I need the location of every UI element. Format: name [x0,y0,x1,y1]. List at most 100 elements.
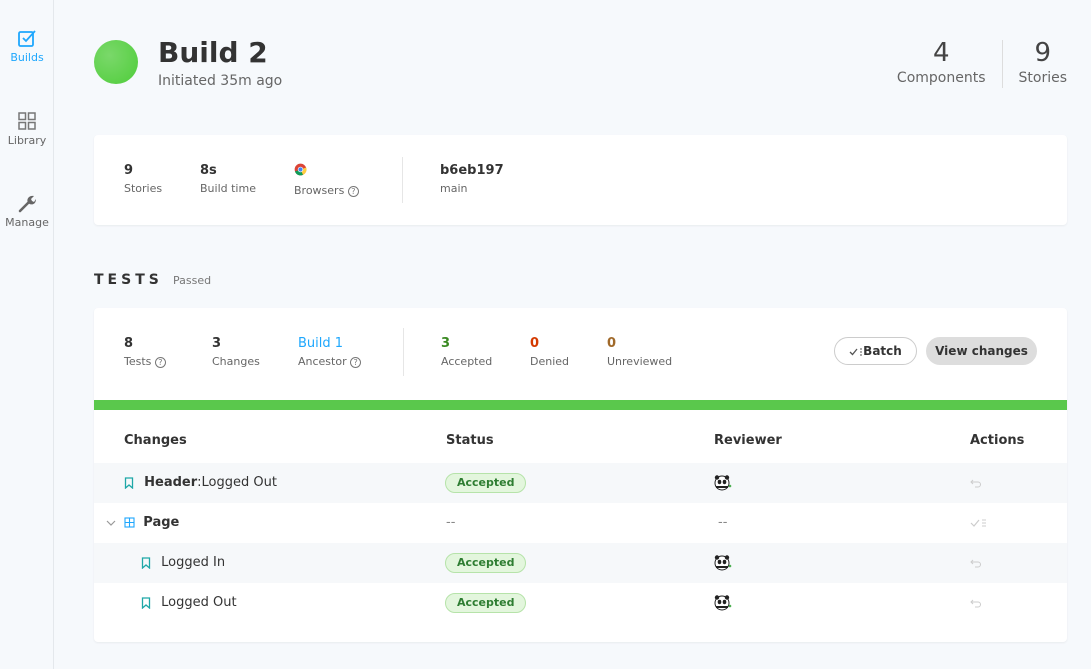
divider [403,328,404,376]
sidebar-item-label: Manage [5,216,49,229]
status-badge: Accepted [445,472,527,493]
batch-check-icon [849,347,863,356]
unreviewed-stat: 0 Unreviewed [607,336,672,368]
panda-avatar-icon [714,474,732,490]
components-stat: 4 Components [881,38,986,88]
stories-label: Stories [124,182,163,195]
sidebar-item-library[interactable]: Library [0,111,54,147]
checkbox-icon [18,30,36,47]
bookmark-icon [141,596,151,609]
batch-button[interactable]: Batch [834,337,917,365]
accepted-stat: 3 Accepted [441,336,492,368]
divider [402,157,403,203]
chrome-icon [294,163,307,176]
build-totals: 4 Components 9 Stories [881,38,1067,88]
component-icon [124,517,135,528]
panda-avatar-icon [714,594,732,610]
sidebar-item-label: Builds [10,51,44,64]
panda-avatar-icon [714,554,732,570]
undo-icon[interactable] [970,558,982,568]
stories-value: 9 [124,163,134,178]
sidebar: Builds Library Manage [0,0,54,669]
components-label: Components [896,70,986,86]
branch-name: main [440,182,468,195]
story-separator: : [197,475,202,490]
accepted-label: Accepted [441,355,493,368]
progress-fill [94,400,1067,410]
tests-title: TESTS [94,272,163,288]
components-count: 4 [932,38,950,68]
help-icon[interactable]: ? [154,357,166,368]
help-icon[interactable]: ? [347,186,359,197]
table-row[interactable]: Header:Logged Out Accepted [94,463,1067,503]
denied-label: Denied [530,355,570,368]
column-header-reviewer: Reviewer [714,433,782,448]
sidebar-item-label: Library [7,134,47,147]
changes-label: Changes [212,355,260,368]
ancestor-label: Ancestor [298,355,347,368]
commit-hash[interactable]: b6eb197 [440,163,504,178]
change-cell: Header:Logged Out [124,463,277,503]
browsers-label: Browsers [294,184,345,197]
column-header-actions: Actions [970,433,1025,448]
tests-count-stat: 8 Tests ? [124,336,166,368]
tests-value: 8 [124,336,134,351]
build-status-indicator [94,40,138,84]
reviewer-placeholder: -- [718,515,728,530]
build-time-summary: 8s Build time [200,163,256,195]
change-cell: Logged Out [141,583,237,623]
status-badge: Accepted [445,592,527,613]
accepted-value: 3 [441,336,451,351]
view-changes-button[interactable]: View changes [926,337,1037,365]
story-name: Logged In [161,555,226,570]
stories-summary: 9 Stories [124,163,162,195]
batch-check-icon[interactable] [970,518,988,528]
denied-stat: 0 Denied [530,336,569,368]
page-title: Build 2 [158,36,268,69]
grid-icon [18,112,36,130]
tests-section-heading: TESTS Passed [94,272,211,288]
ancestor-link[interactable]: Build 1 [298,336,344,351]
browsers-summary: Browsers ? [294,163,359,197]
bookmark-icon [124,476,134,489]
build-time-value: 8s [200,163,217,178]
commit-summary: b6eb197 main [440,163,504,195]
changes-value: 3 [212,336,222,351]
stories-label: Stories [1018,70,1068,86]
stories-count: 9 [1034,38,1052,68]
unreviewed-label: Unreviewed [607,355,673,368]
status-badge: Accepted [445,552,527,573]
help-icon[interactable]: ? [350,357,362,368]
component-name: Page [143,515,180,530]
bookmark-icon [141,556,151,569]
tests-status: Passed [172,274,212,287]
column-header-changes: Changes [124,433,187,448]
sidebar-item-manage[interactable]: Manage [0,193,54,229]
stories-stat: 9 Stories [1003,38,1068,88]
status-placeholder: -- [446,515,456,530]
denied-value: 0 [530,336,540,351]
change-cell: Page [106,503,179,543]
change-cell: Logged In [141,543,225,583]
table-row[interactable]: Logged Out Accepted [94,583,1067,623]
tests-card: 8 Tests ? 3 Changes Build 1 Ancestor ? 3… [94,308,1067,642]
sidebar-item-builds[interactable]: Builds [0,28,54,64]
undo-icon[interactable] [970,598,982,608]
table-row[interactable]: Logged In Accepted [94,543,1067,583]
undo-icon[interactable] [970,478,982,488]
changes-stat: 3 Changes [212,336,260,368]
story-name: Logged Out [201,475,277,490]
build-time-label: Build time [200,182,256,195]
build-initiated-time: Initiated 35m ago [158,73,283,89]
chevron-down-icon[interactable] [106,519,116,527]
tests-label: Tests [124,355,152,368]
build-summary-card: 9 Stories 8s Build time Browsers ? b6eb1… [94,135,1067,225]
review-progress-bar [94,400,1067,410]
wrench-icon [18,195,36,213]
component-name: Header [144,475,198,490]
unreviewed-value: 0 [607,336,617,351]
story-name: Logged Out [161,595,237,610]
ancestor-stat: Build 1 Ancestor ? [298,336,362,368]
table-row-group[interactable]: Page -- -- [94,503,1067,543]
divider [1001,40,1003,88]
